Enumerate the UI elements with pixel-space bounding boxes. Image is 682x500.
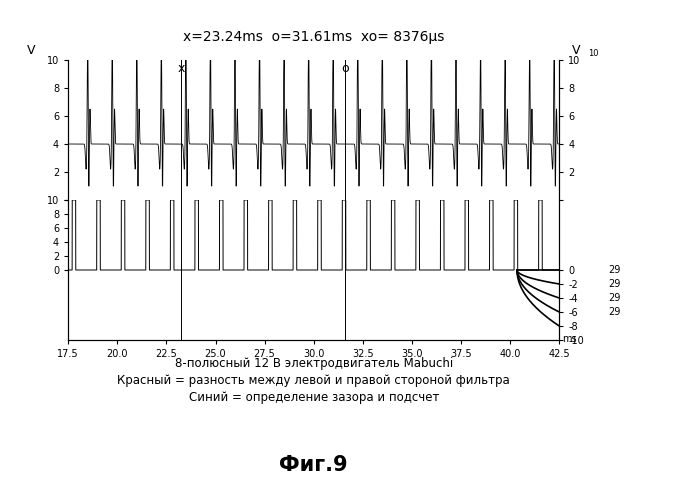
Text: 8-полюсный 12 В электродвигатель Mabuchi: 8-полюсный 12 В электродвигатель Mabuchi xyxy=(175,358,453,370)
Text: V: V xyxy=(27,44,35,58)
Text: x=23.24ms  o=31.61ms  xo= 8376μs: x=23.24ms o=31.61ms xo= 8376μs xyxy=(183,30,445,44)
Text: ms: ms xyxy=(562,334,577,344)
Text: Фиг.9: Фиг.9 xyxy=(280,455,348,475)
Text: x: x xyxy=(177,62,185,76)
Text: V: V xyxy=(572,44,580,58)
Text: o: o xyxy=(342,62,349,76)
Text: 29: 29 xyxy=(608,307,621,317)
Text: 10: 10 xyxy=(588,48,598,58)
Text: Красный = разность между левой и правой стороной фильтра: Красный = разность между левой и правой … xyxy=(117,374,510,387)
Text: Синий = определение зазора и подсчет: Синий = определение зазора и подсчет xyxy=(188,390,439,404)
Text: 29: 29 xyxy=(608,265,621,275)
Text: 29: 29 xyxy=(608,293,621,303)
Text: 29: 29 xyxy=(608,279,621,289)
